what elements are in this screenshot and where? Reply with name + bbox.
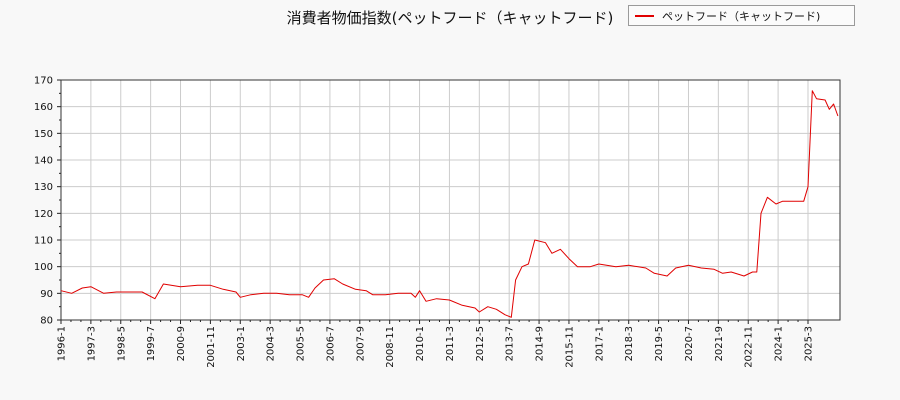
- y-tick-label: 160: [34, 102, 53, 113]
- x-tick-label: 2003-1: [236, 326, 247, 361]
- x-tick-label: 2007-9: [355, 326, 366, 361]
- y-tick-label: 120: [34, 209, 53, 220]
- x-tick-label: 2012-5: [475, 326, 486, 361]
- x-tick-label: 1998-5: [116, 326, 127, 361]
- x-tick-label: 2000-9: [176, 326, 187, 361]
- x-tick-label: 2024-1: [774, 326, 785, 361]
- x-tick-label: 2005-5: [296, 326, 307, 361]
- plot-frame: [60, 79, 841, 321]
- x-tick-label: 2014-9: [535, 326, 546, 361]
- y-tick-label: 170: [34, 76, 53, 87]
- y-tick-label: 150: [34, 129, 53, 140]
- x-tick-label: 1997-3: [86, 326, 97, 361]
- x-tick-label: 2025-3: [803, 326, 814, 361]
- y-tick-label: 80: [40, 316, 53, 327]
- x-tick-label: 2008-11: [385, 326, 396, 368]
- x-tick-label: 2015-11: [564, 326, 575, 368]
- x-tick-label: 2018-3: [624, 326, 635, 361]
- plot-area: [61, 80, 840, 320]
- x-tick-label: 2017-1: [594, 326, 605, 361]
- x-tick-label: 2020-7: [684, 326, 695, 361]
- y-tick-label: 130: [34, 182, 53, 193]
- x-tick-label: 2013-7: [505, 326, 516, 361]
- y-tick-label: 140: [34, 156, 53, 167]
- y-tick-label: 100: [34, 262, 53, 273]
- series-line: [60, 90, 839, 318]
- x-tick-label: 2001-11: [206, 326, 217, 368]
- y-tick-label: 90: [40, 289, 53, 300]
- x-tick-label: 2011-3: [445, 326, 456, 361]
- x-tick-label: 2021-9: [714, 326, 725, 361]
- legend-label: ペットフード（キャットフード): [662, 9, 821, 23]
- x-tick-label: 1996-1: [57, 326, 68, 361]
- x-tick-label: 1999-7: [146, 326, 157, 361]
- x-tick-label: 2006-7: [325, 326, 336, 361]
- x-tick-label: 2022-11: [744, 326, 755, 368]
- legend: ペットフード（キャットフード): [628, 5, 855, 26]
- y-tick-label: 110: [34, 236, 53, 247]
- x-tick-label: 2004-3: [266, 326, 277, 361]
- legend-line-swatch: [635, 14, 654, 17]
- chart-title: 消費者物価指数(ペットフード（キャットフード): [286, 9, 614, 27]
- x-tick-label: 2019-5: [654, 326, 665, 361]
- x-tick-label: 2010-1: [415, 326, 426, 361]
